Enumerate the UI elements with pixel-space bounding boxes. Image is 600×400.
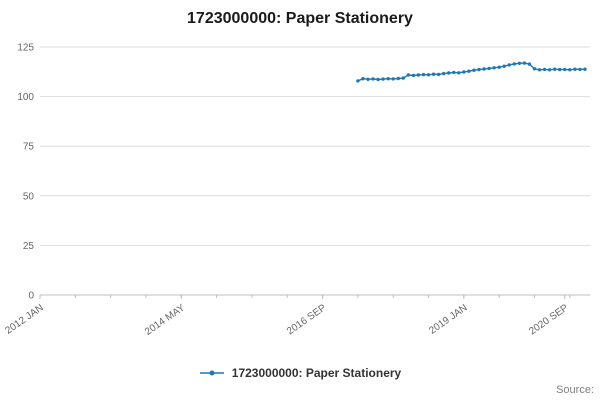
data-point [568, 68, 572, 72]
data-point [442, 71, 446, 76]
data-point [563, 67, 567, 72]
data-point [391, 77, 395, 81]
legend: 1723000000: Paper Stationery [0, 364, 600, 382]
data-point [386, 77, 390, 81]
data-point [462, 70, 466, 74]
data-point [507, 63, 511, 67]
data-point [371, 77, 375, 81]
legend-line-marker [199, 370, 224, 376]
data-point [467, 69, 471, 73]
data-point [542, 67, 547, 72]
y-tick-label: 100 [17, 92, 34, 103]
data-point [558, 67, 562, 72]
data-point [512, 62, 516, 66]
data-point [527, 62, 532, 66]
data-point [431, 72, 436, 76]
data-point [497, 65, 501, 69]
series-line [357, 62, 586, 82]
data-point [421, 72, 426, 77]
data-point [457, 71, 461, 75]
legend-label: 1723000000: Paper Stationery [231, 366, 402, 380]
data-point [482, 67, 486, 71]
data-point [532, 67, 537, 71]
data-point [578, 67, 582, 72]
data-point [381, 77, 385, 81]
data-point [472, 68, 476, 72]
chart-title: 1723000000: Paper Stationery [187, 10, 413, 27]
line-chart: 0 25 50 75 100 125 2012 JAN 2014 MAY 2016 SEP 201… [3, 43, 590, 338]
x-tick-label: 2012 JAN [3, 302, 45, 336]
x-tick-label: 2016 SEP [285, 302, 328, 337]
x-tick-label: 2020 SEP [527, 302, 570, 337]
legend-dot [209, 370, 215, 376]
x-tick-label: 2014 MAY [143, 302, 187, 338]
data-point [411, 73, 416, 78]
data-point [366, 77, 370, 81]
data-point [416, 73, 421, 77]
data-point [401, 76, 405, 80]
data-point [583, 67, 587, 71]
x-tick-label: 2019 JAN [427, 302, 469, 336]
y-tick-label: 125 [17, 43, 34, 54]
data-point [553, 67, 557, 71]
data-point [573, 67, 577, 71]
data-point [406, 73, 410, 77]
data-point [426, 73, 431, 77]
data-point [436, 72, 441, 77]
data-point [502, 64, 506, 68]
y-tick-label: 25 [23, 241, 35, 252]
data-point [356, 79, 360, 83]
source-label: Source: [556, 384, 594, 396]
data-point [547, 68, 552, 72]
y-tick-label: 0 [28, 291, 34, 302]
data-point [396, 76, 400, 81]
data-point [492, 66, 496, 70]
data-point [477, 67, 481, 72]
data-point [447, 71, 451, 75]
data-point [517, 61, 522, 65]
data-point [452, 70, 456, 75]
y-tick-label: 50 [23, 191, 35, 202]
y-tick-label: 75 [23, 142, 35, 153]
data-point [537, 68, 542, 72]
data-point [376, 77, 380, 82]
data-point [487, 66, 491, 71]
data-point [522, 61, 527, 65]
data-point [361, 77, 365, 81]
